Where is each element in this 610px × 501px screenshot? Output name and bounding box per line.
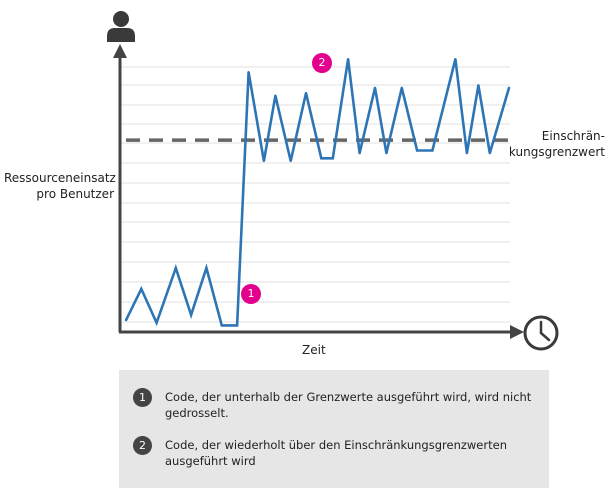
- data-point: [320, 157, 323, 160]
- clock-icon: [523, 315, 559, 351]
- data-point: [431, 149, 434, 152]
- y-axis-arrow: [113, 44, 127, 58]
- resource-usage-chart: [107, 11, 559, 351]
- marker-1: 1: [241, 284, 261, 304]
- threshold-label-line-2: kungsgrenzwert: [508, 145, 605, 159]
- data-point: [358, 151, 361, 155]
- data-point: [331, 157, 335, 160]
- data-point: [189, 313, 193, 317]
- legend-number-badge: 1: [133, 388, 152, 407]
- legend-number-badge: 2: [133, 436, 152, 455]
- data-point: [507, 86, 511, 90]
- data-point: [346, 57, 350, 61]
- data-point: [289, 159, 292, 163]
- legend-text: Code, der wiederholt über den Einschränk…: [165, 438, 507, 468]
- data-point: [140, 287, 143, 291]
- data-point: [400, 86, 403, 90]
- y-axis-label-line-1: Ressourceneinsatz: [4, 171, 116, 185]
- x-axis-arrow: [510, 325, 524, 339]
- grid-lines: [121, 66, 510, 323]
- data-point: [247, 71, 250, 74]
- data-point: [385, 151, 388, 155]
- series-line: [124, 58, 511, 327]
- data-point: [488, 151, 492, 155]
- data-point: [415, 149, 419, 152]
- data-point: [465, 151, 469, 155]
- x-axis-label: Zeit: [302, 343, 326, 357]
- legend-box: 1 Code, der unterhalb der Grenzwerte aus…: [119, 370, 549, 488]
- threshold-label: Einschrän- kungsgrenzwert: [505, 128, 605, 160]
- data-point: [477, 84, 480, 87]
- data-point: [220, 324, 223, 327]
- user-icon: [107, 11, 135, 42]
- data-point: [235, 324, 239, 327]
- data-point: [274, 94, 277, 97]
- threshold-label-line-1: Einschrän-: [541, 129, 605, 143]
- y-axis-label: Ressourceneinsatz pro Benutzer: [4, 170, 116, 202]
- marker-2: 2: [312, 53, 332, 73]
- data-point: [155, 321, 158, 324]
- data-point: [373, 86, 377, 90]
- y-axis-label-line-2: pro Benutzer: [36, 187, 114, 201]
- data-point: [174, 266, 177, 270]
- data-point: [205, 266, 208, 270]
- data-point: [124, 318, 128, 322]
- data-point: [454, 57, 457, 61]
- legend-text: Code, der unterhalb der Grenzwerte ausge…: [165, 390, 532, 420]
- data-point: [262, 159, 266, 163]
- data-point: [304, 91, 308, 95]
